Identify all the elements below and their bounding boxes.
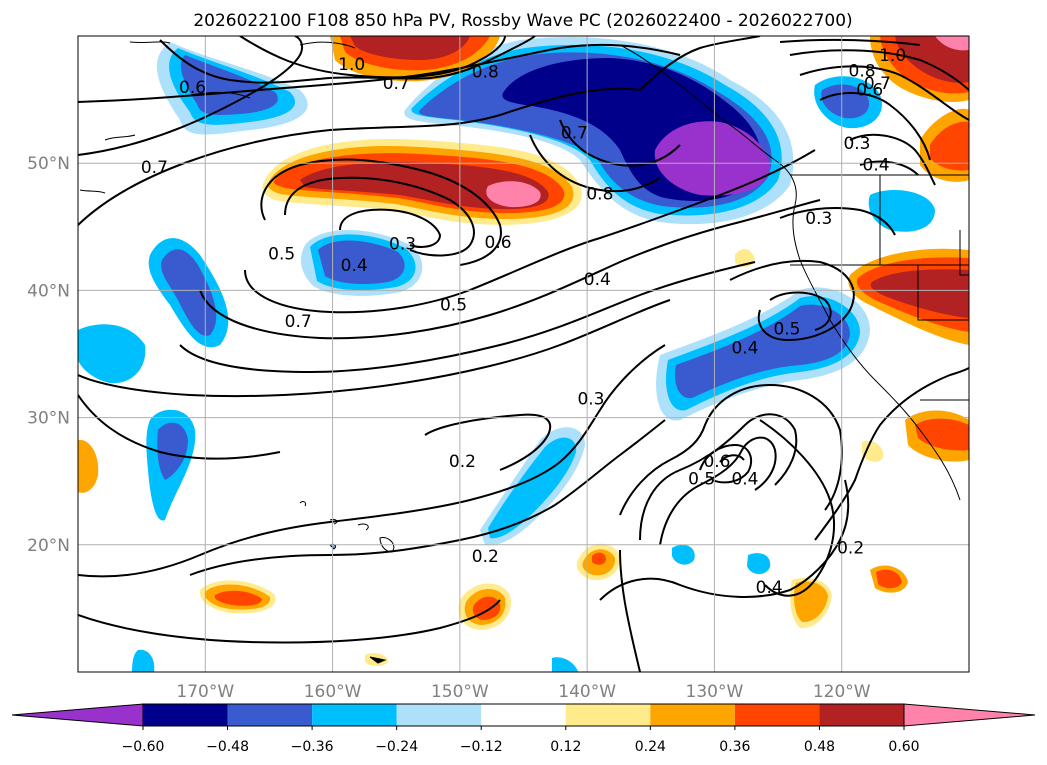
contour-value-label: 0.4 — [731, 470, 758, 490]
lon-tick-label: 170°W — [176, 682, 234, 702]
contour-value-label: 0.2 — [449, 452, 476, 472]
colorbar-swatch — [734, 704, 820, 726]
contour-value-label: 0.4 — [863, 155, 890, 175]
contour-value-label: 0.3 — [805, 209, 832, 229]
contour-value-label: 0.6 — [485, 233, 512, 253]
contour-value-label: 0.5 — [268, 245, 295, 265]
lat-tick-label: 20°N — [27, 536, 70, 556]
colorbar-tick-label: −0.12 — [460, 739, 503, 755]
figure-title: 2026022100 F108 850 hPa PV, Rossby Wave … — [193, 11, 852, 31]
contour-value-label: 0.3 — [577, 390, 604, 410]
contour-value-label: 0.8 — [849, 61, 876, 81]
colorbar-tick-label: 0.48 — [804, 739, 835, 755]
axis-tick-labels: 170°W 160°W 150°W 140°W 130°W 120°W 20°N 30°N 40… — [27, 154, 871, 702]
contour-value-label: 0.7 — [383, 74, 410, 94]
colorbar-tick-label: 0.36 — [719, 739, 750, 755]
colorbar-swatch — [227, 704, 313, 726]
contour-value-label: 0.8 — [586, 185, 613, 205]
contour-value-label: 1.0 — [338, 55, 365, 75]
colorbar-extend-max — [903, 703, 1036, 727]
colorbar-tick-label: 0.12 — [550, 739, 581, 755]
contour-value-label: 0.8 — [472, 63, 499, 83]
colorbar-swatch — [650, 704, 735, 726]
contour-value-label: 0.2 — [472, 547, 499, 567]
colorbar-swatch — [312, 704, 397, 726]
lat-tick-label: 40°N — [27, 281, 70, 301]
colorbar: −0.60 −0.48 −0.36 −0.24 −0.12 0.12 0.24 0.36 0.4… — [11, 703, 1036, 755]
lon-tick-label: 150°W — [431, 682, 489, 702]
colorbar-outline — [142, 703, 905, 727]
contour-value-label: 0.7 — [561, 124, 588, 144]
colorbar-tick-label: 0.60 — [888, 739, 919, 755]
contour-label-layer: 0.70.6 0.70.81.00.70.80.60.50.30.40.40.50… — [141, 46, 906, 598]
contour-value-label: 0.5 — [440, 295, 467, 315]
contour-value-label: 1.0 — [879, 46, 906, 66]
colorbar-tick-label: 0.24 — [635, 739, 666, 755]
colorbar-swatch — [565, 704, 651, 726]
colorbar-tick-label: −0.36 — [291, 739, 334, 755]
contour-value-label: 0.5 — [773, 320, 800, 340]
colorbar-swatch — [819, 704, 904, 726]
contour-value-label: 0.6 — [703, 452, 730, 472]
lon-tick-label: 140°W — [558, 682, 616, 702]
contour-value-label: 0.7 — [864, 74, 891, 94]
colorbar-swatch — [396, 704, 482, 726]
contour-value-label: 0.5 — [688, 470, 715, 490]
pv-contour-layer — [78, 36, 969, 672]
contour-value-label: 0.3 — [389, 234, 416, 254]
graticule — [78, 36, 969, 672]
contour-value-label: 0.4 — [731, 339, 758, 359]
lon-tick-label: 120°W — [813, 682, 871, 702]
colorbar-swatch — [143, 704, 228, 726]
colorbar-tick-label: −0.48 — [206, 739, 249, 755]
contour-value-label: 0.2 — [837, 538, 864, 558]
contour-value-label: 0.4 — [584, 270, 611, 290]
lon-tick-label: 130°W — [686, 682, 744, 702]
contour-value-label: 0.4 — [756, 578, 783, 598]
colorbar-tick-label: −0.24 — [375, 739, 418, 755]
map-frame — [77, 35, 970, 673]
pv-shaded-anomaly-layer — [78, 36, 969, 672]
contour-value-label: 0.4 — [341, 256, 368, 276]
colorbar-tick-label: −0.60 — [122, 739, 165, 755]
contour-value-label: 0.7 — [285, 312, 312, 332]
lat-tick-label: 30°N — [27, 409, 70, 429]
contour-value-label: 0.7 — [141, 158, 168, 178]
contour-value-label: 0.6 — [179, 78, 206, 98]
lat-tick-label: 50°N — [27, 154, 70, 174]
colorbar-swatch — [481, 704, 566, 726]
contour-value-label: 0.6 — [856, 80, 883, 100]
contour-value-label: 0.3 — [843, 134, 870, 154]
colorbar-extend-min — [11, 703, 144, 727]
lon-tick-label: 160°W — [304, 682, 362, 702]
coastline-layer — [79, 41, 969, 664]
